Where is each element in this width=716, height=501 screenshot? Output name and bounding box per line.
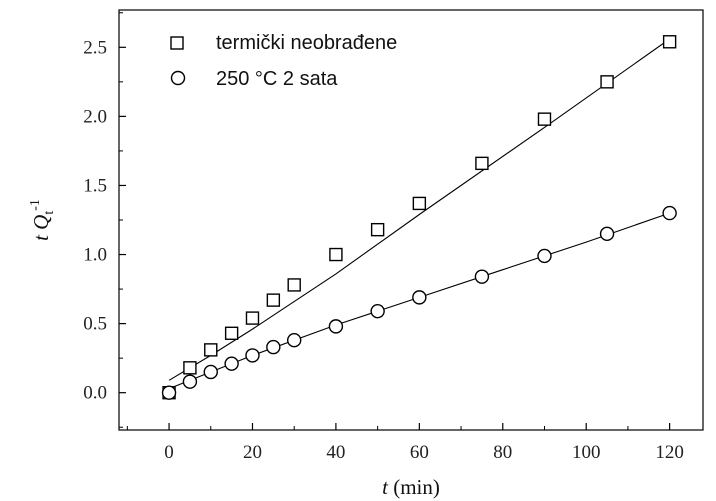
- data-point-series-1: [537, 112, 552, 126]
- y-tick-label: 0.5: [83, 314, 107, 335]
- data-markers: [161, 35, 677, 400]
- x-tick-label: 80: [493, 442, 512, 463]
- y-tick-label: 2.0: [83, 106, 107, 127]
- legend-marker-square: [170, 36, 184, 50]
- data-point-series-1: [662, 35, 677, 49]
- data-point-series-1: [412, 196, 427, 211]
- y-axis-label: t Qt-1: [28, 199, 57, 241]
- legend-label-series-1: termički neobrađene: [216, 32, 397, 54]
- data-point-series-1: [475, 156, 489, 171]
- y-axis-ticks: 0.0 0.5 1.0 1.5 2.0 2.5: [83, 12, 126, 428]
- data-point-series-1: [370, 222, 385, 237]
- data-point-series-2: [224, 356, 239, 371]
- y-tick-label: 0.0: [83, 383, 107, 404]
- y-tick-label: 2.5: [83, 37, 107, 58]
- data-point-series-1: [245, 311, 260, 325]
- data-point-series-2: [412, 290, 427, 305]
- data-point-series-1: [204, 343, 218, 357]
- data-point-series-1: [600, 75, 614, 89]
- data-point-series-1: [266, 293, 281, 307]
- data-point-series-2: [474, 269, 490, 284]
- data-point-series-1: [329, 247, 343, 262]
- data-point-series-2: [266, 339, 281, 355]
- x-tick-label: 0: [164, 442, 174, 463]
- legend-label-series-2: 250 °C 2 sata: [216, 68, 338, 90]
- data-point-series-1: [183, 361, 197, 375]
- data-point-series-2: [161, 385, 177, 400]
- x-axis-label: t (min): [382, 475, 440, 499]
- data-point-series-2: [203, 364, 218, 380]
- x-tick-label: 60: [410, 442, 429, 463]
- x-axis-ticks: 0 20 40 60 80 100 120: [126, 423, 684, 463]
- data-point-series-1: [224, 326, 239, 340]
- x-tick-label: 20: [243, 442, 262, 463]
- y-tick-label: 1.5: [83, 175, 107, 196]
- fit-lines: [168, 38, 670, 390]
- data-point-series-2: [287, 332, 302, 348]
- data-point-series-2: [599, 226, 615, 242]
- data-point-series-2: [537, 248, 552, 264]
- data-point-series-2: [328, 319, 344, 334]
- y-tick-label: 1.0: [83, 245, 107, 266]
- data-point-series-2: [245, 348, 260, 363]
- x-tick-label: 40: [326, 442, 345, 463]
- data-point-series-2: [662, 205, 677, 221]
- x-tick-label: 120: [655, 442, 684, 463]
- data-point-series-1: [287, 278, 301, 292]
- legend-marker-circle: [170, 70, 186, 86]
- data-point-series-2: [182, 374, 198, 389]
- data-point-series-2: [370, 303, 385, 319]
- legend: termički neobrađene 250 °C 2 sata: [170, 32, 397, 90]
- x-tick-label: 100: [572, 442, 601, 463]
